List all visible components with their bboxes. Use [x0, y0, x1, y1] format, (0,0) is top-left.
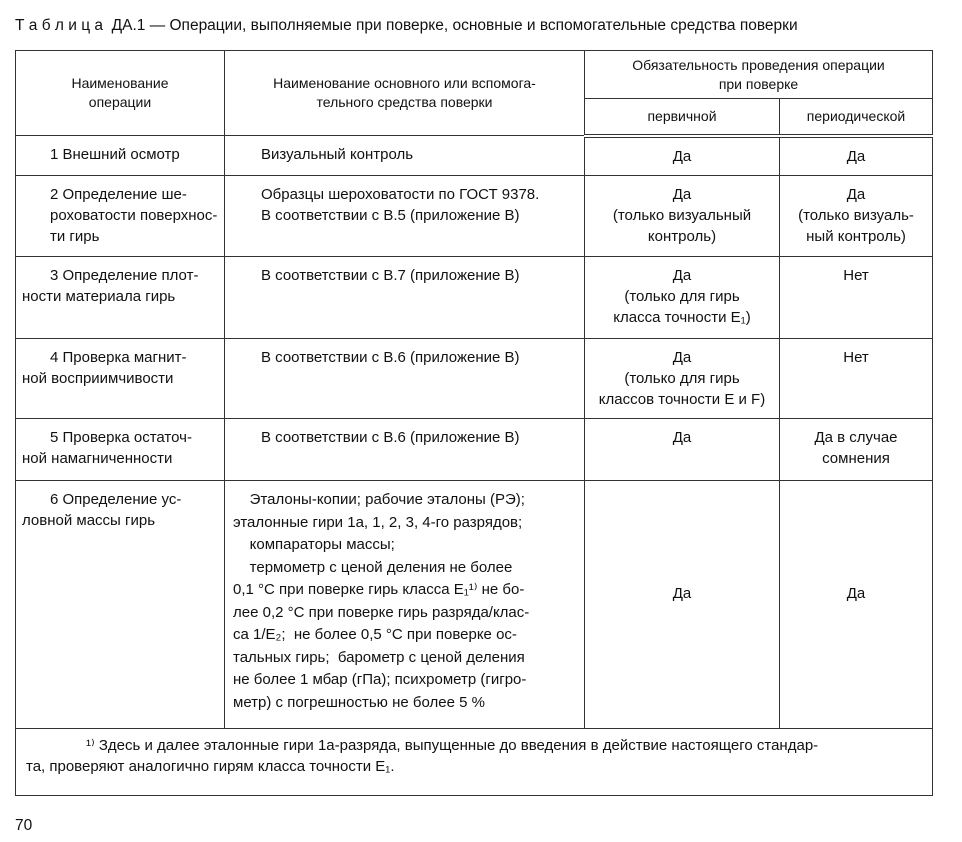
header-operation: Наименование операции	[15, 50, 225, 136]
operation-cell: 5 Проверка остаточ- ной намагниченности	[15, 418, 225, 481]
means-cell: В соответствии с В.7 (приложение В)	[224, 256, 585, 339]
primary-cell: Да (только для гирь классов точности E и…	[584, 338, 780, 419]
periodic-cell: Да (только визуаль- ный контроль)	[778, 175, 934, 257]
footnote: ¹⁾ Здесь и далее эталонные гири 1а-разря…	[14, 728, 934, 796]
header-means: Наименование основного или вспомога- тел…	[224, 50, 585, 136]
table-row: 6 Определение ус- ловной массы гирь Этал…	[15, 480, 934, 729]
means-cell: Эталоны-копии; рабочие эталоны (РЭ); эта…	[224, 480, 585, 729]
operation-cell: 4 Проверка магнит- ной восприимчивости	[15, 338, 225, 419]
table-row: 4 Проверка магнит- ной восприимчивости В…	[15, 338, 934, 419]
page-number: 70	[15, 817, 33, 834]
operation-cell: 1 Внешний осмотр	[15, 135, 225, 176]
primary-cell: Да (только визуальный контроль)	[584, 175, 780, 257]
periodic-cell: Да	[778, 135, 934, 176]
means-cell: В соответствии с В.6 (приложение В)	[224, 338, 585, 419]
operation-cell: 3 Определение плот- ности материала гирь	[15, 256, 225, 339]
verification-operations-table: Наименование операции Наименование основ…	[14, 50, 934, 796]
operation-cell: 2 Определение ше- роховатости поверхнос-…	[15, 175, 225, 257]
operation-cell: 6 Определение ус- ловной массы гирь	[15, 480, 225, 729]
primary-cell: Да	[584, 418, 780, 481]
primary-cell: Да	[584, 135, 780, 176]
means-cell: В соответствии с В.6 (приложение В)	[224, 418, 585, 481]
primary-cell: Да (только для гирь класса точности E₁)	[584, 256, 780, 339]
header-primary: первичной	[584, 98, 780, 138]
table-title: Т а б л и ц а ДА.1 — Операции, выполняем…	[15, 17, 798, 34]
periodic-cell: Нет	[778, 338, 934, 419]
table-row: 1 Внешний осмотр Визуальный контроль Да …	[15, 135, 934, 176]
periodic-cell: Нет	[778, 256, 934, 339]
header-obligation: Обязательность проведения операции при п…	[583, 50, 934, 99]
periodic-cell: Да	[778, 480, 934, 729]
means-cell: Визуальный контроль	[224, 135, 585, 176]
header-periodic: периодической	[778, 98, 934, 138]
table-row: 5 Проверка остаточ- ной намагниченности …	[15, 418, 934, 481]
table-row: 3 Определение плот- ности материала гирь…	[15, 256, 934, 339]
primary-cell: Да	[584, 480, 780, 729]
means-cell: Образцы шероховатости по ГОСТ 9378. В со…	[224, 175, 585, 257]
table-row: 2 Определение ше- роховатости поверхнос-…	[15, 175, 934, 257]
periodic-cell: Да в случае сомнения	[778, 418, 934, 481]
